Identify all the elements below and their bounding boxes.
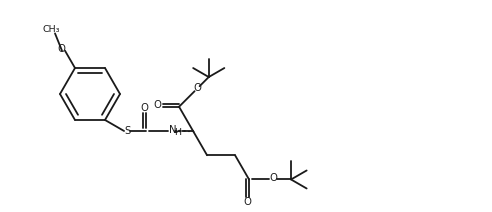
Text: H: H — [175, 128, 182, 137]
Text: O: O — [269, 173, 277, 183]
Text: N: N — [169, 125, 177, 135]
Text: O: O — [194, 83, 202, 93]
Text: O: O — [141, 103, 149, 113]
Text: O: O — [153, 100, 161, 110]
Text: O: O — [244, 198, 251, 208]
Text: CH₃: CH₃ — [42, 25, 60, 34]
Text: S: S — [125, 126, 131, 136]
Text: O: O — [57, 44, 65, 54]
